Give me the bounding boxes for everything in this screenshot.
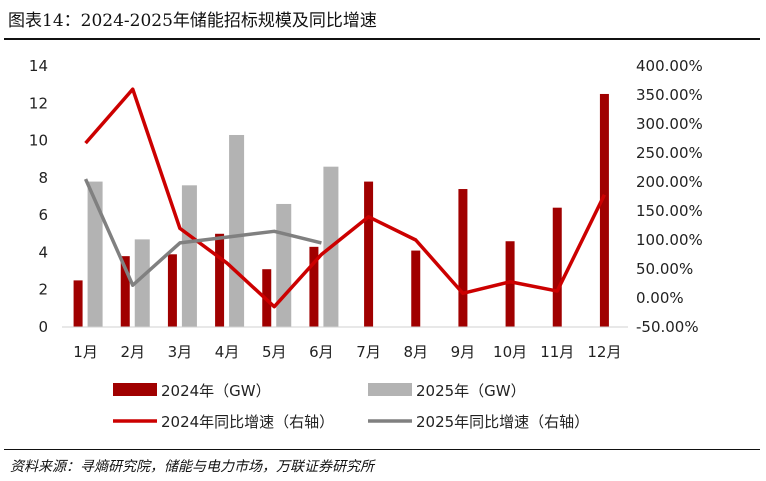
legend-swatch bbox=[113, 383, 157, 396]
bar-2024 bbox=[505, 241, 515, 327]
y-right-tick-label: 100.00% bbox=[636, 231, 703, 249]
legend-label: 2025年（GW） bbox=[416, 382, 526, 400]
y-left-tick-label: 4 bbox=[38, 243, 48, 261]
y-right-tick-label: 250.00% bbox=[636, 144, 703, 162]
y-left-tick-label: 12 bbox=[29, 94, 48, 112]
x-tick-label: 8月 bbox=[403, 343, 428, 361]
bar-2025 bbox=[134, 239, 150, 327]
y-left-tick-label: 0 bbox=[38, 318, 48, 336]
y-right-tick-label: -50.00% bbox=[636, 318, 699, 336]
source-note: 资料来源：寻熵研究院，储能与电力市场，万联证券研究所 bbox=[10, 459, 374, 475]
bar-2024 bbox=[364, 181, 374, 327]
y-right-tick-label: 350.00% bbox=[636, 86, 703, 104]
x-tick-label: 6月 bbox=[309, 343, 334, 361]
x-tick-label: 9月 bbox=[451, 343, 476, 361]
legend-label: 2024年（GW） bbox=[161, 382, 271, 400]
x-tick-label: 11月 bbox=[540, 343, 574, 361]
bar-2025 bbox=[87, 181, 103, 327]
source-rule bbox=[4, 449, 760, 450]
bar-2024 bbox=[458, 189, 468, 327]
y-left-tick-label: 2 bbox=[38, 281, 48, 299]
y-left-tick-label: 6 bbox=[38, 206, 48, 224]
bar-2025 bbox=[276, 203, 292, 327]
y-right-tick-label: 200.00% bbox=[636, 173, 703, 191]
y-axis-left: 0 2 4 6 8 10 12 14 bbox=[29, 57, 48, 336]
bar-2024 bbox=[73, 280, 83, 327]
y-left-tick-label: 8 bbox=[38, 169, 48, 187]
x-tick-label: 10月 bbox=[493, 343, 527, 361]
y-left-tick-label: 14 bbox=[29, 57, 48, 75]
y-right-tick-label: 300.00% bbox=[636, 115, 703, 133]
line-2024-growth bbox=[84, 87, 606, 309]
x-tick-label: 2月 bbox=[120, 343, 145, 361]
legend-swatch bbox=[368, 383, 412, 396]
chart: 0 2 4 6 8 10 12 14 -50.00% 0.00% 50.00% 100.00% 150… bbox=[29, 57, 703, 431]
bar-2024 bbox=[599, 93, 609, 327]
y-right-tick-label: 400.00% bbox=[636, 57, 703, 75]
x-axis: 1月 2月 3月 4月 5月 6月 7月 8月 9月 10月 11月 12月 bbox=[62, 326, 628, 361]
lines bbox=[83, 87, 606, 309]
y-axis-right: -50.00% 0.00% 50.00% 100.00% 150.00% 200.00% 2… bbox=[636, 57, 703, 336]
x-tick-label: 7月 bbox=[356, 343, 381, 361]
y-right-tick-label: 0.00% bbox=[636, 289, 684, 307]
bars bbox=[73, 93, 609, 327]
y-right-tick-label: 150.00% bbox=[636, 202, 703, 220]
bar-2024 bbox=[309, 246, 319, 327]
bar-2024 bbox=[552, 207, 562, 327]
x-tick-label: 1月 bbox=[73, 343, 98, 361]
x-tick-label: 4月 bbox=[215, 343, 240, 361]
bar-2024 bbox=[411, 250, 421, 327]
bar-2025 bbox=[229, 134, 245, 327]
x-tick-label: 12月 bbox=[587, 343, 621, 361]
page-title: 图表14：2024-2025年储能招标规模及同比增速 bbox=[8, 11, 377, 31]
legend-label: 2024年同比增速（右轴） bbox=[161, 413, 334, 431]
x-tick-label: 3月 bbox=[168, 343, 193, 361]
x-tick-label: 5月 bbox=[262, 343, 287, 361]
bar-2024 bbox=[120, 256, 130, 327]
line-2025-growth bbox=[83, 178, 322, 287]
y-left-tick-label: 10 bbox=[29, 132, 48, 150]
bar-2024 bbox=[167, 254, 177, 327]
bar-2025 bbox=[181, 185, 197, 327]
y-right-tick-label: 50.00% bbox=[636, 260, 693, 278]
bar-2024 bbox=[215, 233, 225, 327]
legend-label: 2025年同比增速（右轴） bbox=[416, 413, 589, 431]
title-rule bbox=[4, 38, 760, 40]
legend: 2024年（GW） 2025年（GW） 2024年同比增速（右轴） 2025年同比增速… bbox=[113, 382, 589, 431]
